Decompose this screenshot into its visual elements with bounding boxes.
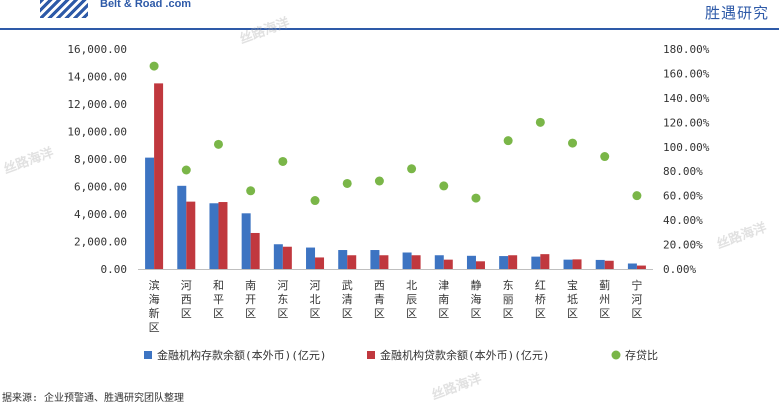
y-right-tick-label: 0.00% — [663, 263, 696, 276]
ratio-point — [213, 139, 223, 149]
ratio-point — [439, 181, 449, 191]
y-left-tick-label: 8,000.00 — [74, 153, 127, 166]
y-right-tick-label: 160.00% — [663, 67, 710, 80]
ratio-point — [471, 193, 481, 203]
x-tick-label: 蓟州区 — [599, 279, 610, 320]
legend-label: 存贷比 — [625, 348, 658, 362]
y-left-tick-label: 10,000.00 — [67, 126, 127, 139]
y-left-tick-label: 0.00 — [101, 263, 128, 276]
bar-deposit — [499, 256, 509, 269]
ratio-point — [600, 152, 610, 162]
bar-loan — [411, 255, 421, 269]
x-tick-label: 武清区 — [342, 279, 353, 320]
ratio-point — [407, 164, 417, 174]
bar-loan — [315, 257, 325, 269]
legend-label: 金融机构贷款余额(本外币)(亿元) — [380, 348, 550, 362]
ratio-point — [149, 61, 159, 71]
bar-deposit — [595, 259, 605, 269]
x-tick-label: 红桥区 — [535, 279, 546, 320]
bar-loan — [508, 255, 518, 269]
y-left-tick-label: 2,000.00 — [74, 236, 127, 249]
bar-deposit — [563, 259, 573, 269]
x-tick-label: 滨海新区 — [149, 278, 160, 334]
y-right-tick-label: 40.00% — [663, 214, 703, 227]
x-tick-label: 河西区 — [181, 279, 192, 320]
bar-loan — [475, 261, 485, 269]
bar-loan — [604, 260, 614, 269]
x-tick-label: 宝坻区 — [567, 278, 578, 320]
legend-label: 金融机构存款余额(本外币)(亿元) — [157, 348, 327, 362]
y-left-tick-label: 12,000.00 — [67, 98, 127, 111]
bar-deposit — [145, 157, 155, 269]
bar-deposit — [434, 255, 444, 269]
bar-loan — [636, 265, 646, 269]
y-right-tick-label: 20.00% — [663, 239, 703, 252]
bar-deposit — [209, 203, 219, 269]
x-tick-label: 东丽区 — [503, 279, 514, 320]
y-left-tick-label: 4,000.00 — [74, 208, 127, 221]
y-right-tick-label: 80.00% — [663, 165, 703, 178]
bar-deposit — [241, 213, 251, 269]
x-tick-label: 北辰区 — [406, 279, 417, 320]
legend-swatch — [611, 350, 621, 360]
bar-loan — [250, 232, 260, 269]
ratio-point — [374, 176, 384, 186]
ratio-point — [246, 186, 256, 196]
ratio-point — [503, 136, 513, 146]
page-header: Belt & Road .com 胜遇研究 — [0, 0, 779, 30]
ratio-point — [310, 196, 320, 206]
ratio-point — [535, 117, 545, 127]
bar-deposit — [466, 255, 476, 269]
y-left-tick-label: 6,000.00 — [74, 181, 127, 194]
y-left-tick-label: 14,000.00 — [67, 71, 127, 84]
logo-icon — [40, 0, 88, 18]
y-right-tick-label: 180.00% — [663, 43, 710, 56]
legend-swatch — [367, 351, 375, 359]
x-tick-label: 西青区 — [374, 279, 385, 320]
x-tick-label: 和平区 — [213, 279, 224, 320]
bar-loan — [347, 255, 357, 269]
bar-deposit — [273, 244, 283, 269]
legend-swatch — [144, 351, 152, 359]
bar-deposit — [177, 185, 187, 269]
x-tick-label: 南开区 — [245, 279, 256, 320]
ratio-point — [278, 156, 288, 166]
ratio-point — [342, 178, 352, 188]
x-tick-label: 河北区 — [310, 279, 321, 320]
x-tick-label: 静海区 — [470, 278, 481, 320]
bar-loan — [540, 254, 550, 269]
y-right-tick-label: 100.00% — [663, 141, 710, 154]
ratio-point — [181, 165, 191, 175]
brand-title: 胜遇研究 — [704, 4, 769, 22]
bar-deposit — [370, 250, 380, 269]
y-right-tick-label: 140.00% — [663, 92, 710, 105]
x-tick-label: 河东区 — [277, 279, 288, 320]
bar-deposit — [338, 250, 348, 269]
bar-deposit — [306, 247, 316, 269]
bar-loan — [379, 255, 389, 269]
bar-loan — [443, 259, 453, 269]
bar-deposit — [627, 263, 637, 269]
bar-loan — [572, 259, 582, 269]
bar-deposit — [402, 252, 412, 269]
logo-text: Belt & Road .com — [100, 0, 192, 10]
y-left-tick-label: 16,000.00 — [67, 43, 127, 56]
bar-loan — [218, 202, 228, 269]
ratio-point — [632, 191, 642, 201]
y-right-tick-label: 120.00% — [663, 116, 710, 129]
bar-loan — [282, 246, 292, 269]
bar-deposit — [531, 256, 541, 269]
y-right-tick-label: 60.00% — [663, 190, 703, 203]
bar-loan — [186, 201, 196, 269]
source-note: 据来源: 企业预警通、胜遇研究团队整理 — [2, 393, 185, 404]
x-tick-label: 津南区 — [438, 279, 449, 320]
ratio-point — [568, 138, 578, 148]
bar-loan — [154, 83, 164, 269]
x-tick-label: 宁河区 — [631, 278, 642, 320]
